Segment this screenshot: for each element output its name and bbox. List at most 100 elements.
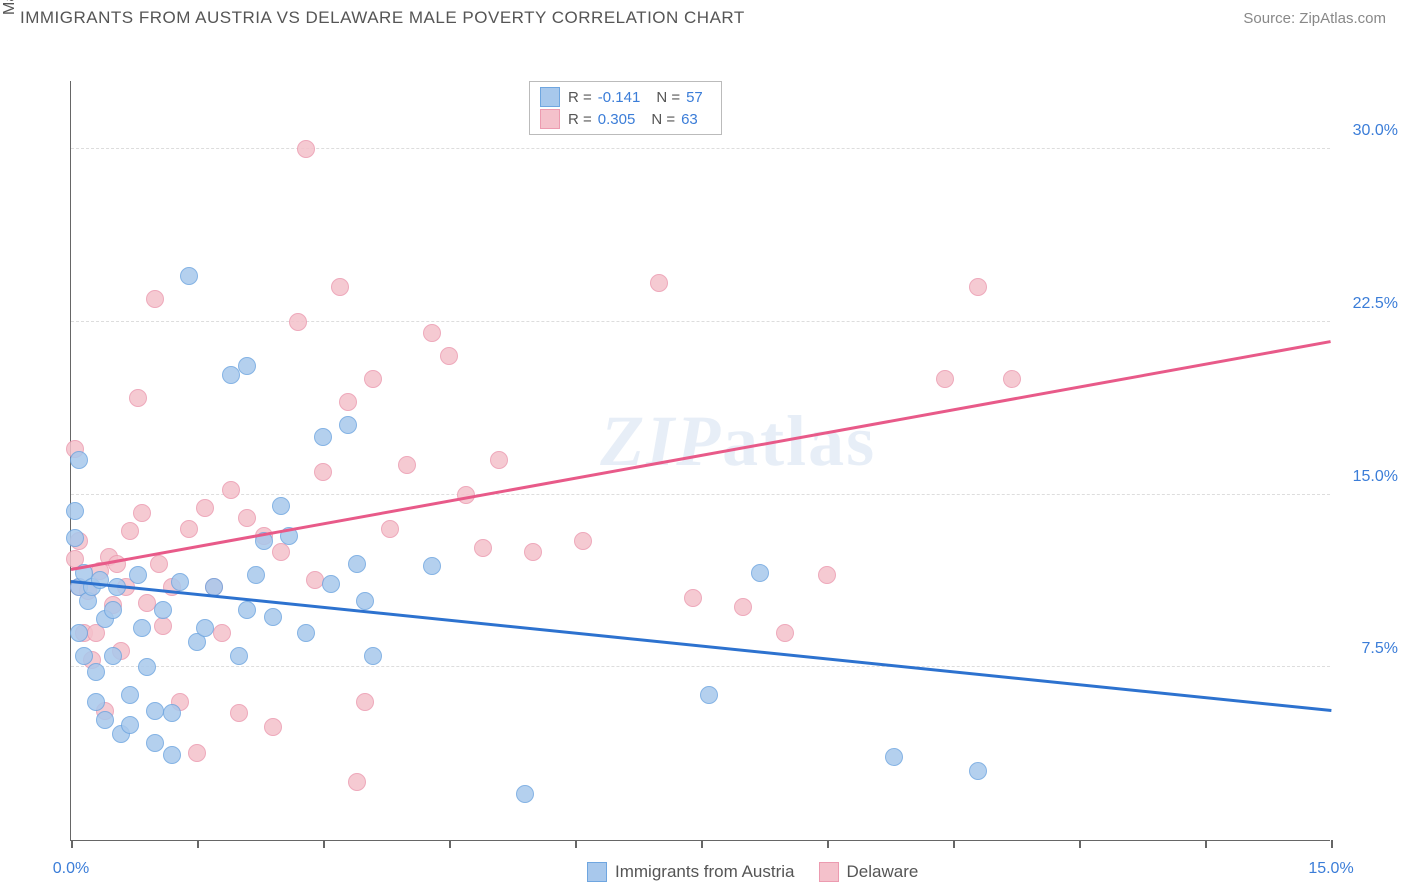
scatter-point bbox=[297, 624, 315, 642]
scatter-point bbox=[247, 566, 265, 584]
source-attribution: Source: ZipAtlas.com bbox=[1243, 10, 1386, 27]
scatter-point bbox=[751, 564, 769, 582]
x-tick-label: 0.0% bbox=[53, 860, 89, 878]
x-tick bbox=[323, 840, 325, 848]
y-tick-label: 22.5% bbox=[1353, 295, 1398, 313]
scatter-point bbox=[423, 557, 441, 575]
scatter-point bbox=[121, 686, 139, 704]
y-tick-label: 15.0% bbox=[1353, 468, 1398, 486]
scatter-point bbox=[936, 370, 954, 388]
scatter-point bbox=[154, 617, 172, 635]
scatter-point bbox=[154, 601, 172, 619]
n-label: N = bbox=[651, 111, 675, 128]
scatter-point bbox=[138, 594, 156, 612]
scatter-point bbox=[66, 529, 84, 547]
scatter-point bbox=[196, 499, 214, 517]
scatter-point bbox=[650, 274, 668, 292]
series-legend: Immigrants from Austria Delaware bbox=[587, 862, 918, 882]
legend-swatch bbox=[540, 109, 560, 129]
scatter-point bbox=[230, 704, 248, 722]
legend-swatch bbox=[540, 87, 560, 107]
scatter-point bbox=[133, 619, 151, 637]
r-value: 0.305 bbox=[598, 111, 636, 128]
scatter-point bbox=[121, 716, 139, 734]
correlation-legend: R =-0.141N =57R =0.305N =63 bbox=[529, 81, 722, 135]
scatter-point bbox=[322, 575, 340, 593]
scatter-point bbox=[776, 624, 794, 642]
scatter-point bbox=[684, 589, 702, 607]
trend-line bbox=[71, 340, 1331, 570]
scatter-point bbox=[474, 539, 492, 557]
scatter-point bbox=[70, 451, 88, 469]
scatter-point bbox=[213, 624, 231, 642]
n-label: N = bbox=[656, 89, 680, 106]
scatter-point bbox=[163, 704, 181, 722]
scatter-point bbox=[163, 746, 181, 764]
scatter-point bbox=[146, 734, 164, 752]
x-tick bbox=[575, 840, 577, 848]
scatter-point bbox=[969, 762, 987, 780]
scatter-point bbox=[314, 463, 332, 481]
scatter-point bbox=[490, 451, 508, 469]
x-tick bbox=[953, 840, 955, 848]
y-tick-label: 30.0% bbox=[1353, 122, 1398, 140]
scatter-point bbox=[104, 601, 122, 619]
scatter-point bbox=[516, 785, 534, 803]
chart-header: IMMIGRANTS FROM AUSTRIA VS DELAWARE MALE… bbox=[0, 0, 1406, 36]
scatter-point bbox=[289, 313, 307, 331]
scatter-point bbox=[133, 504, 151, 522]
scatter-point bbox=[146, 290, 164, 308]
gridline bbox=[71, 321, 1330, 322]
scatter-point bbox=[222, 366, 240, 384]
x-tick-label: 15.0% bbox=[1308, 860, 1353, 878]
scatter-point bbox=[524, 543, 542, 561]
x-tick bbox=[701, 840, 703, 848]
legend-row: R = 0.305 N = 63 bbox=[540, 108, 711, 130]
source-name[interactable]: ZipAtlas.com bbox=[1299, 10, 1386, 27]
scatter-point bbox=[121, 522, 139, 540]
legend-swatch bbox=[587, 862, 607, 882]
scatter-point bbox=[297, 140, 315, 158]
n-value: 63 bbox=[681, 111, 698, 128]
y-tick-label: 7.5% bbox=[1362, 640, 1398, 658]
scatter-point bbox=[398, 456, 416, 474]
x-tick bbox=[197, 840, 199, 848]
scatter-point bbox=[1003, 370, 1021, 388]
scatter-point bbox=[222, 481, 240, 499]
r-value: -0.141 bbox=[598, 89, 641, 106]
legend-item: Immigrants from Austria bbox=[587, 862, 795, 882]
scatter-point bbox=[129, 566, 147, 584]
scatter-point bbox=[196, 619, 214, 637]
scatter-point bbox=[339, 393, 357, 411]
scatter-point bbox=[238, 509, 256, 527]
scatter-point bbox=[969, 278, 987, 296]
scatter-point bbox=[574, 532, 592, 550]
scatter-point bbox=[364, 370, 382, 388]
legend-swatch bbox=[819, 862, 839, 882]
scatter-point bbox=[818, 566, 836, 584]
scatter-point bbox=[238, 601, 256, 619]
gridline bbox=[71, 666, 1330, 667]
x-tick bbox=[1205, 840, 1207, 848]
scatter-point bbox=[348, 773, 366, 791]
scatter-point bbox=[306, 571, 324, 589]
scatter-point bbox=[348, 555, 366, 573]
scatter-point bbox=[129, 389, 147, 407]
plot-region: ZIPatlas 7.5%15.0%22.5%30.0%0.0%15.0%R =… bbox=[70, 81, 1330, 841]
scatter-point bbox=[440, 347, 458, 365]
scatter-point bbox=[171, 573, 189, 591]
r-label: R = bbox=[568, 89, 592, 106]
scatter-point bbox=[238, 357, 256, 375]
scatter-point bbox=[381, 520, 399, 538]
x-tick bbox=[449, 840, 451, 848]
scatter-point bbox=[180, 267, 198, 285]
y-axis-label: Male Poverty bbox=[1, 0, 19, 15]
r-label: R = bbox=[568, 111, 592, 128]
scatter-point bbox=[734, 598, 752, 616]
x-tick bbox=[1079, 840, 1081, 848]
x-tick bbox=[827, 840, 829, 848]
watermark-text: ZIPatlas bbox=[600, 400, 876, 483]
scatter-point bbox=[264, 718, 282, 736]
legend-label: Delaware bbox=[847, 862, 919, 882]
scatter-point bbox=[70, 624, 88, 642]
